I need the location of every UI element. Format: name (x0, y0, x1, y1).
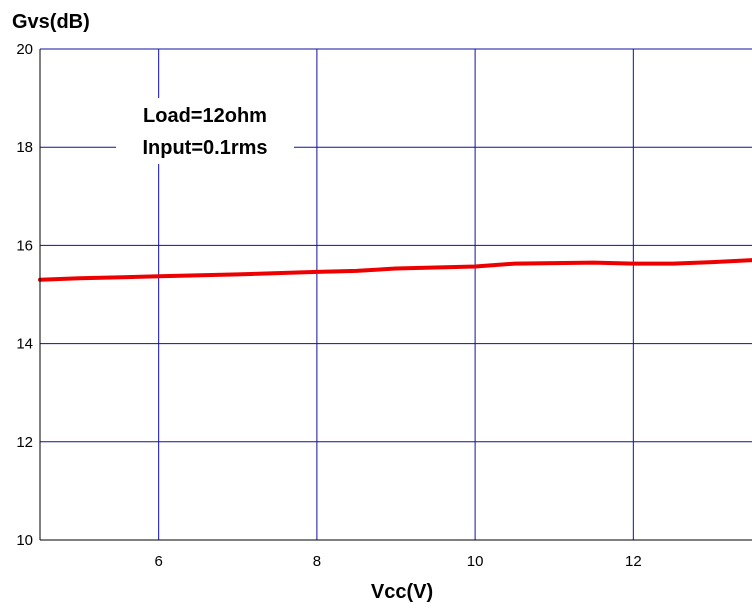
y-tick-label: 16 (16, 237, 33, 254)
y-axis-title: Gvs(dB) (12, 11, 90, 33)
x-tick-label: 10 (467, 553, 484, 570)
y-tick-label: 12 (16, 434, 33, 451)
series-line (38, 258, 752, 282)
x-tick-labels: 6 8 10 12 (154, 553, 641, 570)
annotation-load: Load=12ohm (143, 105, 267, 127)
series-layer (38, 258, 752, 282)
annotation-input: Input=0.1rms (142, 137, 267, 159)
x-tick-label: 8 (313, 553, 321, 570)
y-tick-labels: 10 12 14 16 18 20 (16, 41, 33, 549)
y-tick-label: 10 (16, 532, 33, 549)
y-tick-label: 18 (16, 139, 33, 156)
x-axis-title: Vcc(V) (371, 581, 433, 603)
y-tick-label: 14 (16, 336, 33, 353)
x-tick-label: 12 (625, 553, 642, 570)
x-tick-label: 6 (154, 553, 162, 570)
y-tick-label: 20 (16, 41, 33, 58)
annotation-background (116, 98, 294, 164)
axes (39, 49, 752, 541)
